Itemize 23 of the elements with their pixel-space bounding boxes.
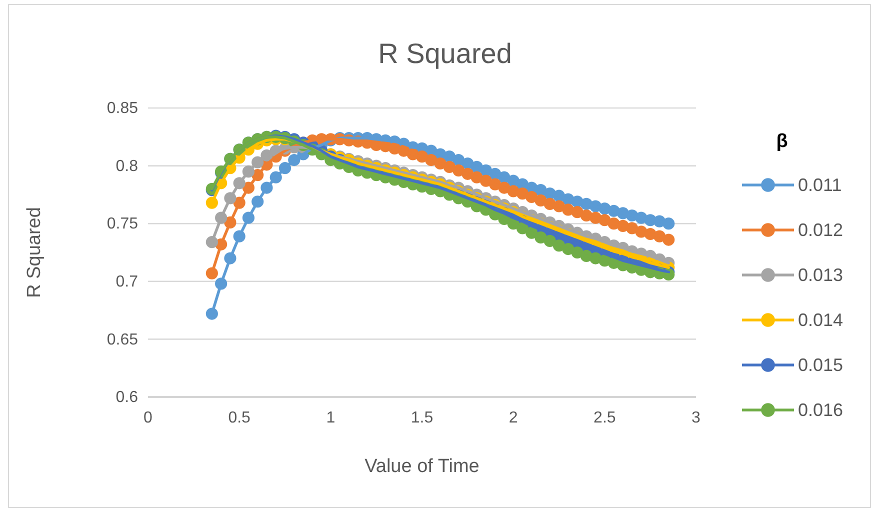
x-tick-label: 1.5 (410, 409, 434, 426)
x-axis-title: Value of Time (364, 456, 480, 477)
x-tick-label: 2 (508, 409, 518, 426)
y-tick-label: 0.85 (106, 100, 138, 118)
y-tick-label: 0.6 (116, 389, 138, 406)
legend-label: 0.014 (798, 310, 844, 330)
y-tick-label: 0.65 (106, 331, 138, 348)
x-tick-label: 3 (692, 409, 701, 426)
x-tick-label: 0 (144, 409, 153, 426)
x-tick-label: 1 (326, 409, 336, 426)
legend-title: β (776, 131, 788, 152)
y-tick-label: 0.7 (116, 274, 138, 291)
chart-title: R Squared (378, 38, 512, 69)
legend-label: 0.011 (798, 175, 842, 195)
legend-label: 0.016 (798, 400, 844, 420)
legend-label: 0.013 (798, 265, 844, 285)
x-tick-label: 0.5 (228, 409, 251, 426)
y-tick-label: 0.8 (116, 158, 138, 175)
legend-label: 0.015 (798, 355, 844, 375)
legend-label: 0.012 (798, 220, 844, 240)
x-tick-label: 2.5 (594, 409, 616, 426)
y-tick-label: 0.75 (106, 216, 138, 233)
y-axis-title: R Squared (24, 207, 45, 298)
